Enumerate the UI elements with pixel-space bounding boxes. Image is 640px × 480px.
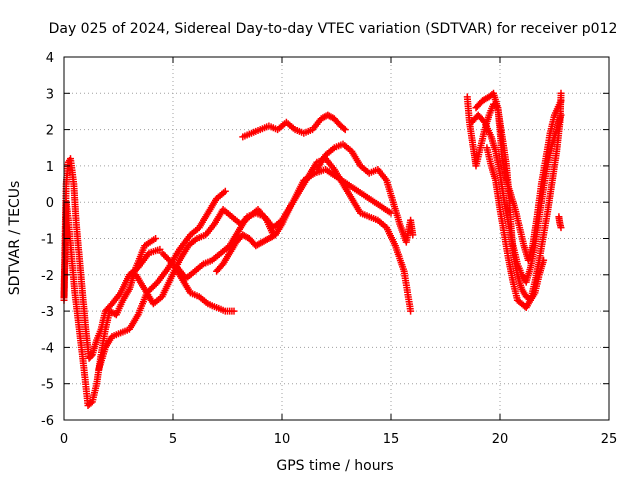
data-point: [340, 124, 348, 132]
data-point: [230, 307, 238, 315]
y-tick-label: 1: [46, 160, 54, 175]
series-track-7: [213, 155, 415, 315]
y-tick-label: 0: [46, 196, 54, 211]
axis-ticks: 0 5 10 15 20 25 -6 -5 -4 -3 -2 -1 0 1 2 3 4: [41, 51, 617, 447]
data-point: [409, 231, 417, 239]
y-axis-label: SDTVAR / TECUs: [7, 181, 23, 296]
data-point: [160, 251, 168, 259]
series-track-12: [472, 89, 548, 304]
series-track-9: [313, 140, 417, 246]
y-tick-label: -3: [41, 305, 54, 320]
data-point: [163, 254, 171, 262]
series-track-14: [555, 213, 565, 232]
data-point: [156, 245, 164, 253]
chart-title: Day 025 of 2024, Sidereal Day-to-day VTE…: [49, 21, 618, 37]
x-tick-label: 0: [60, 432, 68, 447]
x-axis-label: GPS time / hours: [276, 458, 393, 474]
y-tick-label: -6: [41, 414, 54, 429]
x-tick-label: 20: [492, 432, 509, 447]
x-tick-label: 10: [274, 432, 291, 447]
x-tick-label: 5: [169, 432, 177, 447]
y-tick-label: 3: [46, 87, 54, 102]
series-track-8: [239, 111, 349, 141]
x-tick-label: 15: [383, 432, 400, 447]
y-tick-label: -2: [41, 269, 54, 284]
x-tick-label: 25: [601, 432, 618, 447]
y-tick-label: 4: [46, 51, 54, 66]
y-tick-label: -4: [41, 341, 54, 356]
data-point: [341, 126, 349, 134]
data-point: [407, 307, 415, 315]
data-point: [557, 89, 565, 97]
y-tick-label: -1: [41, 233, 54, 248]
data-point: [221, 187, 229, 195]
series-track-13: [483, 89, 565, 311]
data-point: [557, 224, 565, 232]
data-point: [152, 235, 160, 242]
data-point: [149, 283, 157, 291]
y-tick-label: -5: [41, 378, 54, 393]
y-tick-label: 2: [46, 124, 54, 139]
